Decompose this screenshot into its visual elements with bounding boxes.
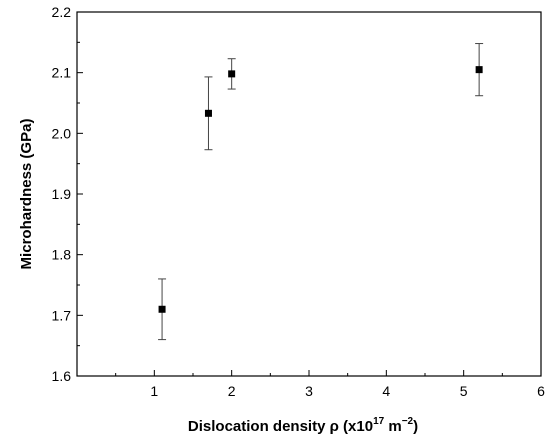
x-tick-label: 4 xyxy=(382,383,390,399)
data-point xyxy=(204,109,212,117)
plot-frame xyxy=(76,11,542,377)
y-tick-label: 2.1 xyxy=(52,65,72,81)
data-point xyxy=(475,66,483,74)
y-tick-label: 1.6 xyxy=(52,368,72,384)
y-tick-label: 1.7 xyxy=(52,307,72,323)
x-tick-label: 1 xyxy=(150,383,158,399)
data-point xyxy=(158,305,166,313)
y-tick-label: 2.2 xyxy=(52,4,72,20)
x-tick-label: 3 xyxy=(305,383,313,399)
x-axis-label-mid: m xyxy=(384,418,402,435)
y-axis-label: Microhardness (GPa) xyxy=(18,119,35,270)
x-tick-label: 6 xyxy=(537,383,545,399)
x-axis-label: Dislocation density ρ (x1017 m−2) xyxy=(188,416,418,435)
x-axis-label-end: ) xyxy=(413,418,418,435)
x-tick-label: 2 xyxy=(228,383,236,399)
y-tick-label: 1.9 xyxy=(52,186,72,202)
data-point xyxy=(228,70,236,78)
x-axis-label-main: Dislocation density ρ (x10 xyxy=(188,418,373,435)
data-points xyxy=(158,66,483,313)
y-tick-label: 1.8 xyxy=(52,247,72,263)
x-axis-label-exp2: −2 xyxy=(402,416,414,427)
y-tick-label: 2.0 xyxy=(52,125,72,141)
x-tick-label: 5 xyxy=(460,383,468,399)
x-axis-label-exp1: 17 xyxy=(373,416,385,427)
error-bars xyxy=(158,43,484,341)
ticks: 1 2 3 4 5 6 1.6 1.7 1.8 1.9 2.0 2.1 2.2 xyxy=(52,4,546,399)
